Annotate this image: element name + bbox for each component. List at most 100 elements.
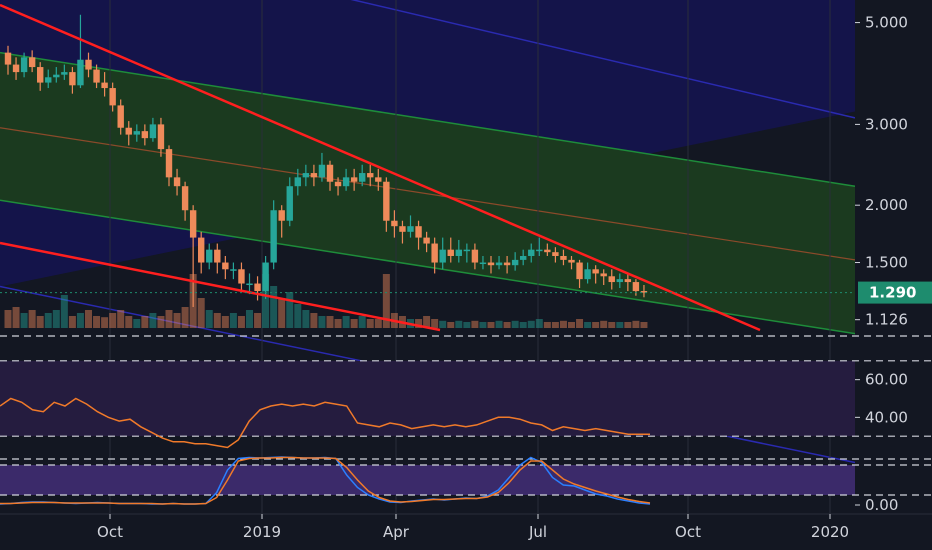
candle-body bbox=[511, 259, 519, 266]
volume-bar bbox=[592, 322, 600, 328]
volume-bar bbox=[608, 322, 616, 328]
candle-body bbox=[375, 177, 382, 182]
candle-body bbox=[149, 124, 157, 139]
volume-bar bbox=[334, 319, 342, 328]
price-tick-label: 5.000 bbox=[865, 14, 908, 32]
right-axis-panel bbox=[855, 0, 932, 550]
green-channel-upper-line bbox=[0, 51, 856, 187]
volume-bar bbox=[270, 286, 278, 328]
volume-bar bbox=[366, 319, 374, 328]
candle-body bbox=[133, 131, 140, 135]
candle-body bbox=[487, 262, 495, 266]
volume-bar bbox=[68, 316, 76, 328]
volume-bar bbox=[342, 316, 350, 328]
volume-bar bbox=[616, 322, 624, 328]
volume-bar bbox=[527, 320, 535, 328]
stoch-tick-label: 0.00 bbox=[865, 496, 898, 514]
volume-bar bbox=[559, 320, 567, 328]
volume-bar bbox=[246, 310, 253, 328]
stoch-d-line bbox=[0, 456, 651, 505]
volume-bar bbox=[431, 319, 439, 328]
current-price-label: 1.290 bbox=[869, 284, 916, 302]
volume-bar bbox=[93, 316, 101, 328]
candle-body bbox=[471, 249, 479, 263]
volume-bar bbox=[4, 310, 12, 328]
volume-bar bbox=[350, 319, 358, 328]
candle-body bbox=[165, 149, 173, 178]
volume-bar bbox=[254, 313, 262, 328]
volume-bar bbox=[326, 316, 334, 328]
candle-body bbox=[342, 177, 350, 187]
volume-bar bbox=[213, 313, 221, 328]
volume-bar bbox=[495, 320, 503, 328]
volume-bar bbox=[20, 313, 28, 328]
time-tick-label: Oct bbox=[675, 523, 701, 541]
stoch-band bbox=[0, 465, 855, 495]
volume-bar bbox=[415, 319, 423, 328]
volume-bar bbox=[358, 316, 366, 328]
time-axis-bg bbox=[0, 514, 932, 550]
volume-bar bbox=[519, 322, 527, 328]
volume-bar bbox=[374, 319, 382, 328]
volume-bar bbox=[286, 292, 294, 328]
candle-body bbox=[189, 210, 197, 238]
time-tick-label: Apr bbox=[383, 523, 410, 541]
blue-channel-upper-line bbox=[350, 0, 856, 119]
candle-body bbox=[270, 210, 277, 263]
time-tick-label: Jul bbox=[528, 523, 547, 541]
volume-bar bbox=[85, 310, 92, 328]
rsi-band bbox=[0, 360, 855, 437]
volume-bar bbox=[181, 307, 189, 328]
candle-body bbox=[310, 173, 318, 178]
green-channel-lower-line bbox=[0, 199, 856, 335]
volume-bar bbox=[278, 298, 286, 328]
volume-bar bbox=[511, 320, 519, 328]
candle-body bbox=[431, 243, 438, 263]
candle-body bbox=[568, 259, 575, 263]
time-tick-label: Oct bbox=[97, 523, 123, 541]
volume-bar bbox=[302, 310, 310, 328]
candle-body bbox=[238, 269, 245, 284]
volume-bar bbox=[471, 320, 479, 328]
candle-body bbox=[326, 164, 334, 182]
candle-body bbox=[576, 262, 583, 280]
candle-body bbox=[214, 249, 221, 263]
candle-body bbox=[12, 64, 20, 73]
candle-body bbox=[246, 283, 253, 286]
candle-body bbox=[479, 262, 487, 265]
volume-bar bbox=[76, 313, 84, 328]
time-tick-label: 2019 bbox=[243, 523, 281, 541]
volume-bar bbox=[12, 307, 20, 328]
candle-body bbox=[447, 249, 454, 256]
candle-body bbox=[560, 255, 567, 260]
candle-body bbox=[294, 177, 301, 187]
volume-bar bbox=[382, 274, 390, 328]
candle-body bbox=[600, 273, 607, 277]
candle-body bbox=[528, 249, 535, 256]
volume-bar bbox=[44, 313, 52, 328]
candle-body bbox=[254, 283, 261, 292]
candle-body bbox=[334, 181, 342, 187]
candle-body bbox=[141, 131, 149, 139]
price-tick-label: 3.000 bbox=[865, 115, 908, 133]
rsi-line bbox=[0, 397, 650, 449]
candle-body bbox=[608, 276, 615, 283]
candle-body bbox=[455, 249, 462, 256]
volume-bar bbox=[624, 322, 632, 328]
volume-bar bbox=[640, 322, 648, 328]
candle-body bbox=[93, 69, 100, 83]
rsi-tick-label: 40.00 bbox=[865, 408, 908, 426]
volume-bar bbox=[423, 316, 431, 328]
volume-bar bbox=[60, 295, 68, 328]
candle-body bbox=[157, 124, 165, 150]
candle-body bbox=[262, 262, 269, 292]
volume-bar bbox=[221, 316, 229, 328]
candle-body bbox=[495, 262, 503, 266]
candle-body bbox=[45, 77, 52, 83]
candle-body bbox=[117, 105, 124, 128]
candle-body bbox=[552, 252, 559, 256]
candle-body bbox=[624, 279, 632, 283]
volume-bar bbox=[568, 322, 575, 328]
